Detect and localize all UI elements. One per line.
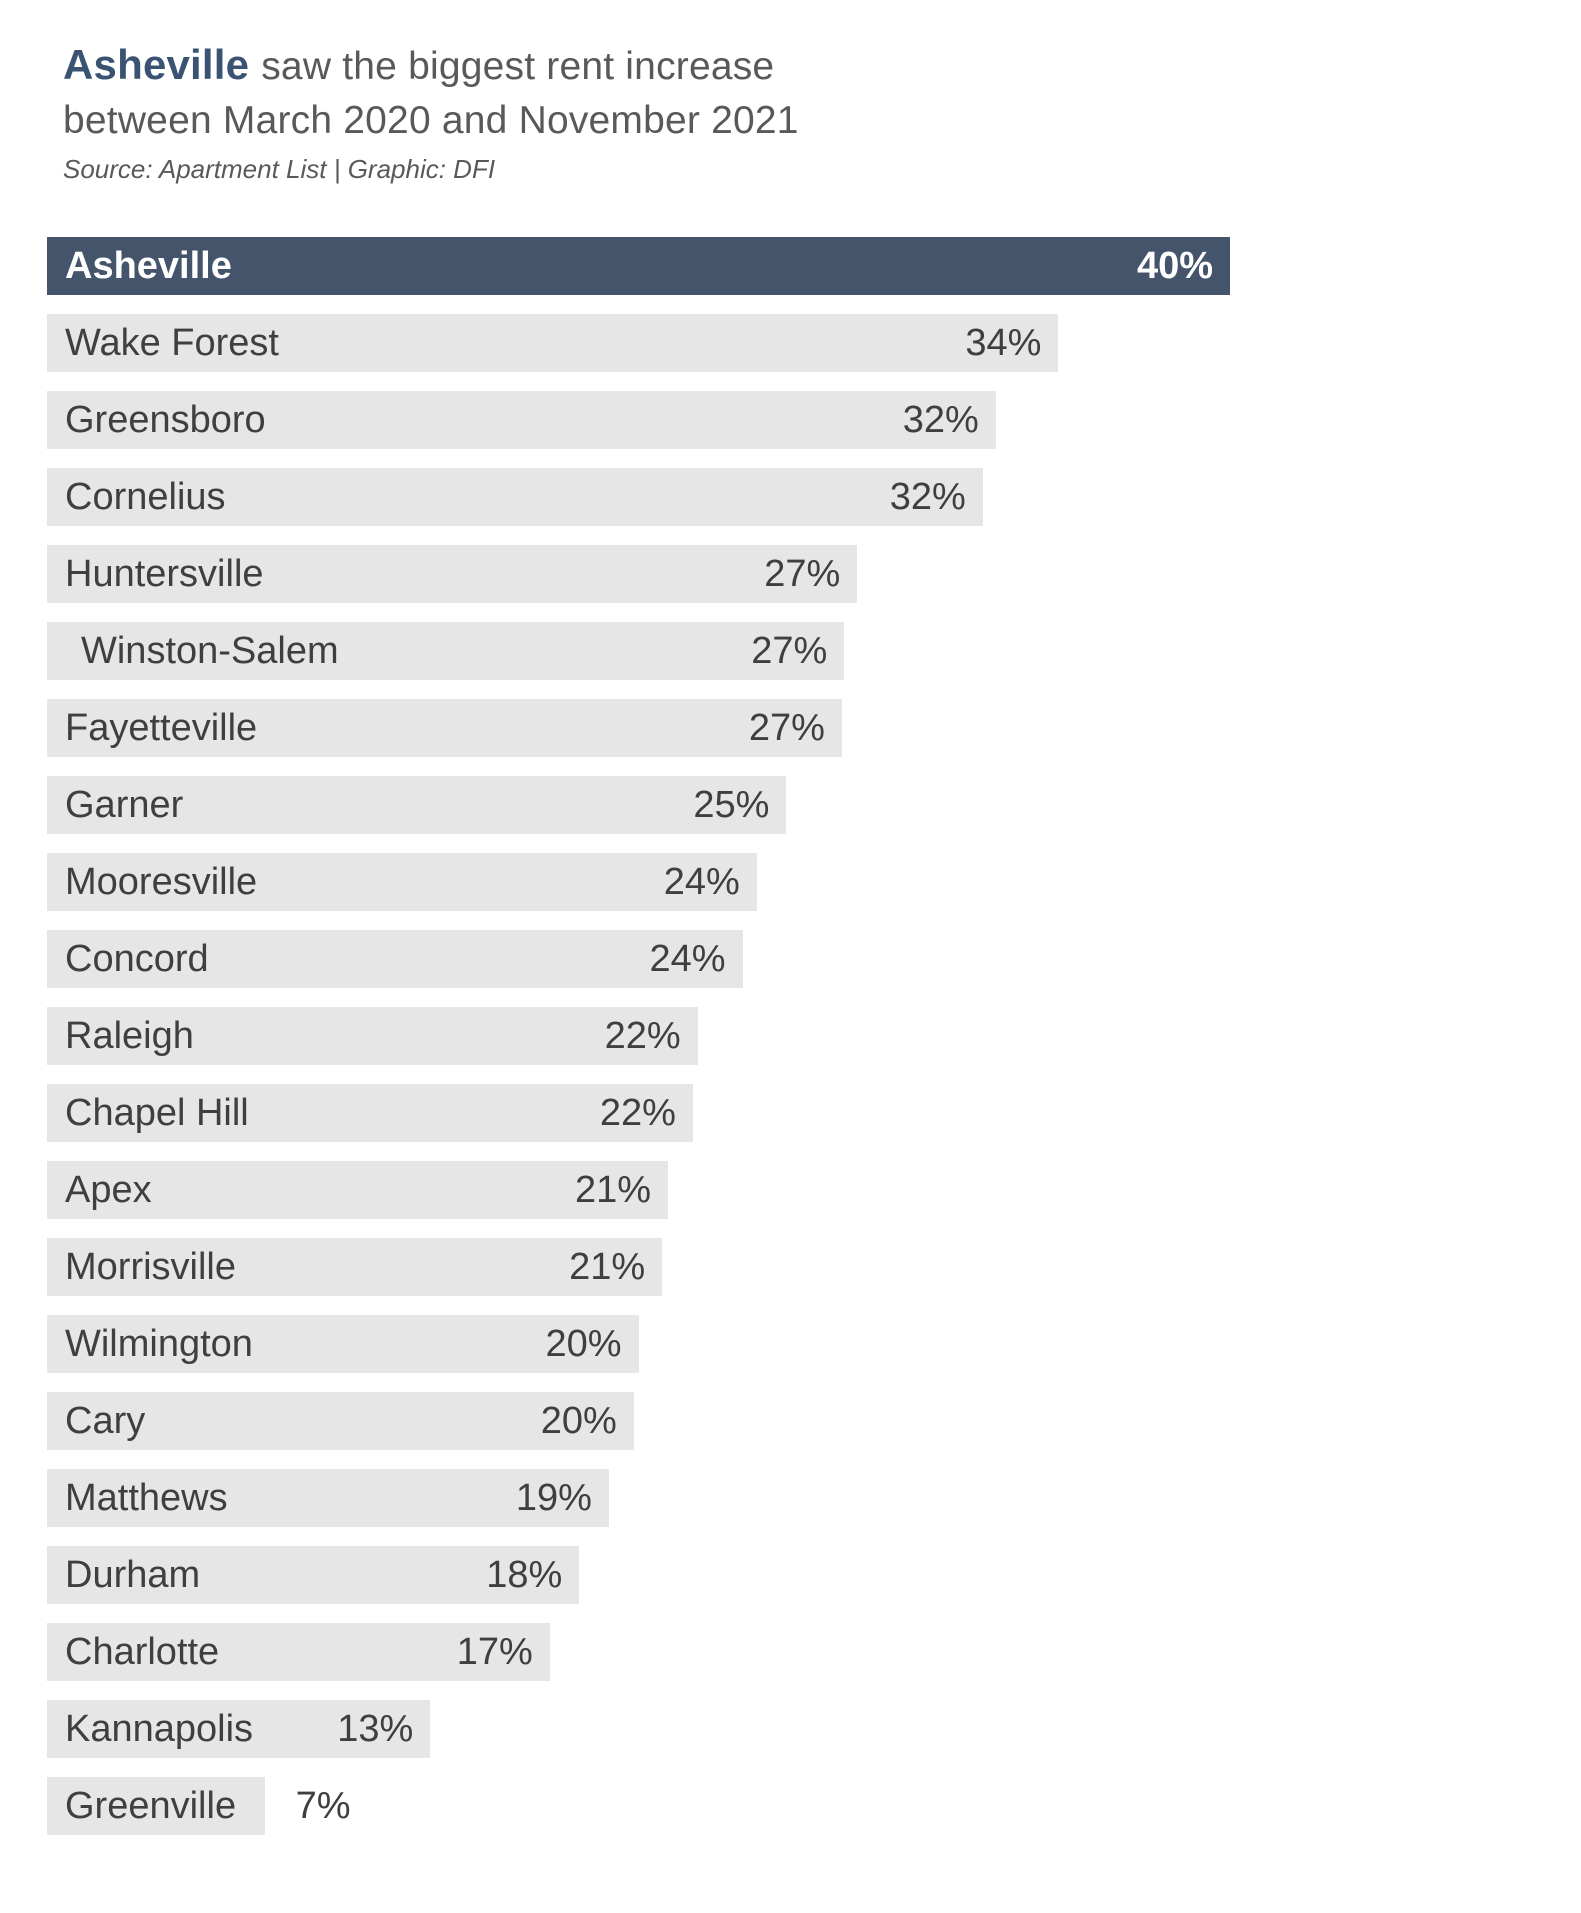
bar-row-wilmington: Wilmington 20% — [47, 1315, 1230, 1373]
bar-city-label-greenville: Greenville — [65, 1785, 237, 1827]
bar-city-label-kannapolis: Kannapolis — [65, 1708, 254, 1750]
bar-chart: Asheville 40% Wake Forest 34% Greensboro 32% C… — [47, 237, 1230, 1835]
bar-row-concord: Concord 24% — [47, 930, 1230, 988]
bar-city-label-mooresville: Mooresville — [65, 861, 258, 903]
bar-wilmington: Wilmington 20% — [47, 1315, 639, 1373]
bar-cornelius: Cornelius 32% — [47, 468, 983, 526]
bar-greenville: Greenville — [47, 1777, 265, 1835]
bar-apex: Apex 21% — [47, 1161, 669, 1219]
bar-fayetteville: Fayetteville 27% — [47, 699, 842, 757]
bar-value-label-wake-forest: 34% — [965, 322, 1042, 364]
bar-row-chapel-hill: Chapel Hill 22% — [47, 1084, 1230, 1142]
bar-value-label-fayetteville: 27% — [748, 707, 825, 749]
bar-wake-forest: Wake Forest 34% — [47, 314, 1059, 372]
bar-row-wake-forest: Wake Forest 34% — [47, 314, 1230, 372]
bar-row-raleigh: Raleigh 22% — [47, 1007, 1230, 1065]
bar-charlotte: Charlotte 17% — [47, 1623, 550, 1681]
rent-increase-infographic: Asheville saw the biggest rent increase be… — [0, 0, 1581, 1835]
bar-chapel-hill: Chapel Hill 22% — [47, 1084, 693, 1142]
bar-row-kannapolis: Kannapolis 13% — [47, 1700, 1230, 1758]
bar-city-label-raleigh: Raleigh — [65, 1015, 194, 1057]
bar-city-label-garner: Garner — [65, 784, 184, 826]
bar-value-label-mooresville: 24% — [663, 861, 740, 903]
bar-row-cornelius: Cornelius 32% — [47, 468, 1230, 526]
bar-greensboro: Greensboro 32% — [47, 391, 996, 449]
bar-city-label-huntersville: Huntersville — [65, 553, 264, 595]
bar-city-label-asheville: Asheville — [65, 245, 232, 287]
title-rest: saw the biggest rent increase — [261, 45, 775, 88]
bar-value-label-wilmington: 20% — [545, 1323, 622, 1365]
bar-matthews: Matthews 19% — [47, 1469, 609, 1527]
title-highlight-city: Asheville — [63, 41, 250, 88]
bar-asheville: Asheville 40% — [47, 237, 1230, 295]
bar-raleigh: Raleigh 22% — [47, 1007, 698, 1065]
bar-durham: Durham 18% — [47, 1546, 580, 1604]
bar-city-label-wake-forest: Wake Forest — [65, 322, 279, 364]
bar-value-label-asheville: 40% — [1136, 245, 1213, 287]
bar-city-label-greensboro: Greensboro — [65, 399, 266, 441]
bar-row-durham: Durham 18% — [47, 1546, 1230, 1604]
bar-city-label-cornelius: Cornelius — [65, 476, 226, 518]
bar-morrisville: Morrisville 21% — [47, 1238, 663, 1296]
bar-value-label-matthews: 19% — [515, 1477, 592, 1519]
bar-city-label-morrisville: Morrisville — [65, 1246, 236, 1288]
bar-winston-salem: Winston-Salem 27% — [47, 622, 845, 680]
bar-city-label-concord: Concord — [65, 938, 209, 980]
chart-title: Asheville saw the biggest rent increase be… — [63, 38, 1581, 148]
bar-value-label-garner: 25% — [693, 784, 770, 826]
bar-value-label-raleigh: 22% — [604, 1015, 681, 1057]
bar-row-mooresville: Mooresville 24% — [47, 853, 1230, 911]
bar-city-label-cary: Cary — [65, 1400, 146, 1442]
chart-header: Asheville saw the biggest rent increase be… — [0, 0, 1581, 185]
bar-value-label-kannapolis: 13% — [337, 1708, 414, 1750]
bar-garner: Garner 25% — [47, 776, 787, 834]
bar-city-label-durham: Durham — [65, 1554, 201, 1596]
bar-kannapolis: Kannapolis 13% — [47, 1700, 431, 1758]
bar-value-label-cary: 20% — [540, 1400, 617, 1442]
bar-value-label-greenville: 7% — [295, 1785, 351, 1827]
bar-value-label-winston-salem: 27% — [751, 630, 828, 672]
bar-row-fayetteville: Fayetteville 27% — [47, 699, 1230, 757]
bar-row-winston-salem: Winston-Salem 27% — [47, 622, 1230, 680]
bar-row-asheville: Asheville 40% — [47, 237, 1230, 295]
bar-cary: Cary 20% — [47, 1392, 634, 1450]
bar-mooresville: Mooresville 24% — [47, 853, 757, 911]
bar-row-morrisville: Morrisville 21% — [47, 1238, 1230, 1296]
bar-city-label-charlotte: Charlotte — [65, 1631, 220, 1673]
bar-row-apex: Apex 21% — [47, 1161, 1230, 1219]
bar-row-cary: Cary 20% — [47, 1392, 1230, 1450]
bar-value-label-chapel-hill: 22% — [599, 1092, 676, 1134]
bar-row-huntersville: Huntersville 27% — [47, 545, 1230, 603]
bar-row-matthews: Matthews 19% — [47, 1469, 1230, 1527]
bar-row-greenville: Greenville 7% — [47, 1777, 1230, 1835]
bar-city-label-winston-salem: Winston-Salem — [81, 630, 339, 672]
bar-row-greensboro: Greensboro 32% — [47, 391, 1230, 449]
bar-value-label-concord: 24% — [649, 938, 726, 980]
bar-value-label-morrisville: 21% — [569, 1246, 646, 1288]
bar-concord: Concord 24% — [47, 930, 743, 988]
bar-huntersville: Huntersville 27% — [47, 545, 858, 603]
bar-value-label-apex: 21% — [575, 1169, 652, 1211]
bar-value-label-cornelius: 32% — [889, 476, 966, 518]
bar-city-label-fayetteville: Fayetteville — [65, 707, 258, 749]
bar-row-charlotte: Charlotte 17% — [47, 1623, 1230, 1681]
bar-city-label-matthews: Matthews — [65, 1477, 228, 1519]
bar-row-garner: Garner 25% — [47, 776, 1230, 834]
bar-value-label-durham: 18% — [486, 1554, 563, 1596]
source-credit-line: Source: Apartment List | Graphic: DFI — [63, 154, 496, 184]
bar-value-label-huntersville: 27% — [764, 553, 841, 595]
bar-city-label-wilmington: Wilmington — [65, 1323, 253, 1365]
title-line2: between March 2020 and November 2021 — [63, 99, 799, 142]
bar-city-label-chapel-hill: Chapel Hill — [65, 1092, 249, 1134]
bar-value-label-greensboro: 32% — [902, 399, 979, 441]
bar-value-label-charlotte: 17% — [456, 1631, 533, 1673]
bar-city-label-apex: Apex — [65, 1169, 152, 1211]
